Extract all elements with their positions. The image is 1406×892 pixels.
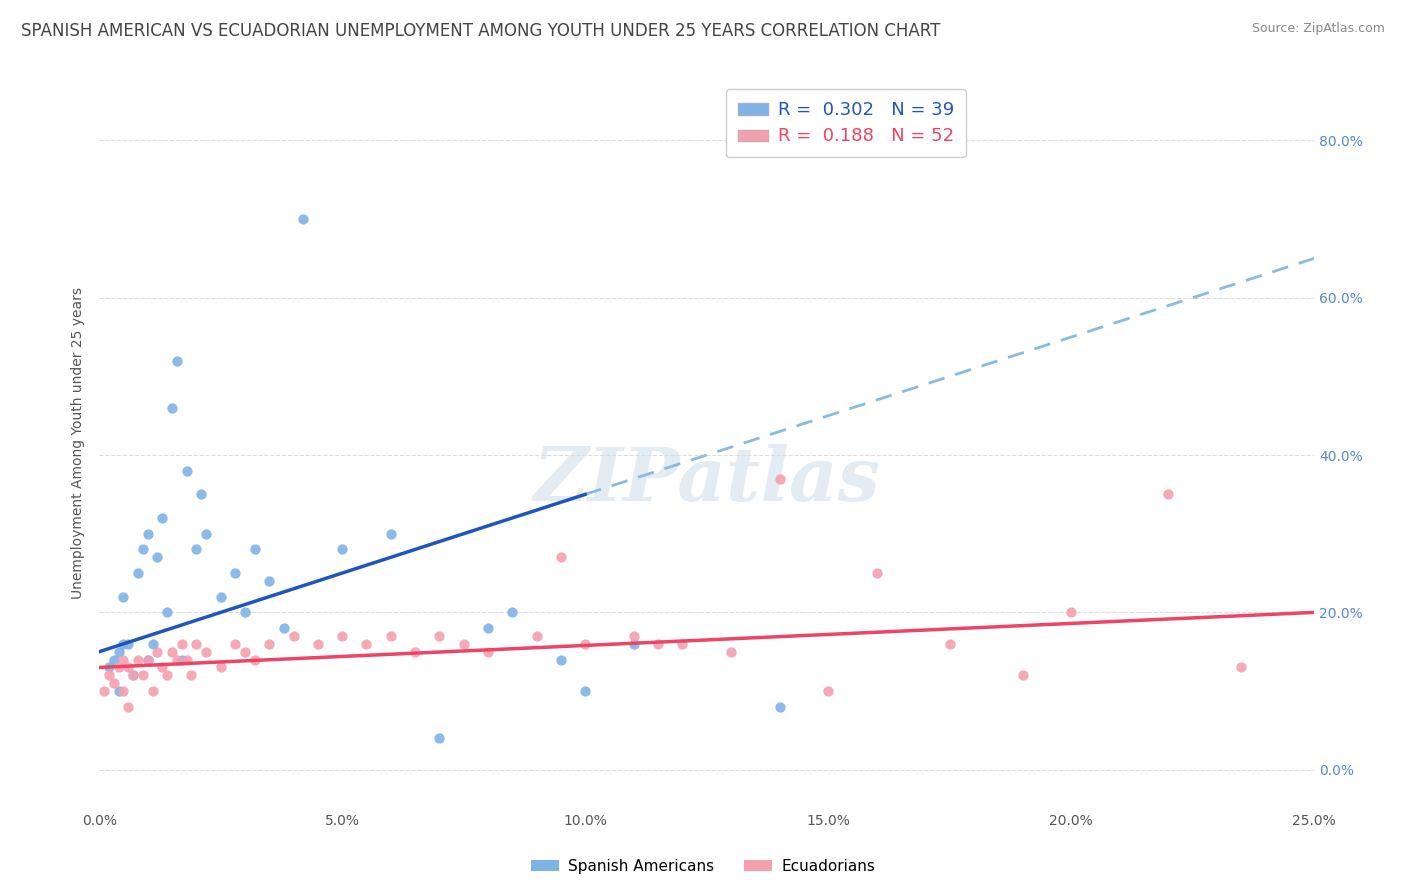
Point (356, 637, 378, 651)
Point (112, 684, 135, 698)
Point (283, 629, 305, 643)
Point (166, 353, 188, 368)
Point (166, 652, 188, 666)
Point (136, 526, 159, 541)
Point (190, 487, 212, 501)
Point (938, 637, 960, 651)
Point (97, 660, 120, 674)
Point (195, 645, 218, 659)
Point (257, 637, 280, 651)
Point (195, 526, 218, 541)
Point (146, 645, 169, 659)
Point (257, 574, 280, 588)
Point (107, 645, 129, 659)
Point (170, 637, 193, 651)
Point (93, 684, 115, 698)
Point (671, 637, 693, 651)
Point (292, 212, 315, 227)
Legend: Spanish Americans, Ecuadorians: Spanish Americans, Ecuadorians (524, 853, 882, 880)
Point (273, 621, 295, 635)
Point (768, 699, 790, 714)
Point (233, 606, 256, 620)
Point (380, 526, 402, 541)
Point (224, 566, 246, 580)
Point (647, 637, 669, 651)
Point (132, 542, 155, 557)
Point (103, 676, 125, 690)
Point (112, 637, 135, 651)
Point (170, 652, 193, 666)
Point (330, 542, 353, 557)
Point (233, 645, 256, 659)
Point (427, 731, 450, 746)
Point (132, 668, 155, 682)
Point (117, 637, 139, 651)
Point (224, 637, 246, 651)
Point (136, 652, 159, 666)
Point (477, 621, 499, 635)
Point (160, 401, 183, 415)
Point (209, 590, 232, 604)
Text: SPANISH AMERICAN VS ECUADORIAN UNEMPLOYMENT AMONG YOUTH UNDER 25 YEARS CORRELATI: SPANISH AMERICAN VS ECUADORIAN UNEMPLOYM… (21, 22, 941, 40)
Point (330, 629, 353, 643)
Text: Source: ZipAtlas.com: Source: ZipAtlas.com (1251, 22, 1385, 36)
Point (156, 606, 179, 620)
Point (817, 684, 839, 698)
Point (122, 668, 145, 682)
Point (501, 606, 523, 620)
Point (720, 645, 742, 659)
Point (117, 660, 139, 674)
Point (526, 629, 548, 643)
Point (453, 637, 475, 651)
Point (127, 566, 149, 580)
Point (623, 629, 645, 643)
Point (117, 699, 139, 714)
Point (866, 566, 889, 580)
Point (107, 660, 129, 674)
Point (243, 542, 266, 557)
Point (550, 550, 572, 565)
Point (180, 668, 202, 682)
Point (142, 637, 165, 651)
Point (477, 645, 499, 659)
Point (307, 637, 329, 651)
Point (1157, 487, 1180, 501)
Point (1060, 606, 1083, 620)
Point (107, 684, 129, 698)
Point (112, 590, 135, 604)
Point (150, 660, 173, 674)
Point (186, 637, 208, 651)
Point (176, 464, 198, 478)
Point (112, 652, 135, 666)
Point (404, 645, 426, 659)
Point (150, 511, 173, 525)
Point (1011, 668, 1033, 682)
Point (146, 550, 169, 565)
Text: ZIPatlas: ZIPatlas (533, 443, 880, 516)
Point (176, 652, 198, 666)
Point (623, 637, 645, 651)
Point (136, 652, 159, 666)
Point (574, 684, 596, 698)
Legend: R =  0.302   N = 39, R =  0.188   N = 52: R = 0.302 N = 39, R = 0.188 N = 52 (725, 89, 966, 157)
Point (97, 668, 120, 682)
Point (160, 645, 183, 659)
Point (380, 629, 402, 643)
Point (142, 684, 165, 698)
Point (1230, 660, 1253, 674)
Point (122, 668, 145, 682)
Point (574, 637, 596, 651)
Point (186, 542, 208, 557)
Point (209, 660, 232, 674)
Point (156, 668, 179, 682)
Point (550, 652, 572, 666)
Point (768, 472, 790, 486)
Point (427, 629, 450, 643)
Point (243, 652, 266, 666)
Point (127, 652, 149, 666)
Y-axis label: Unemployment Among Youth under 25 years: Unemployment Among Youth under 25 years (72, 287, 86, 599)
Point (103, 652, 125, 666)
